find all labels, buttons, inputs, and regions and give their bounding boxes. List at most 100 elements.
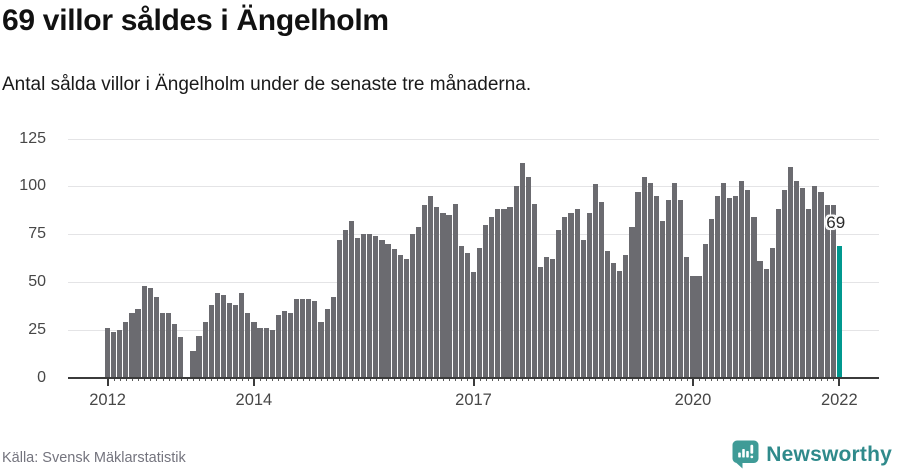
bar	[440, 213, 446, 378]
minor-tick	[497, 378, 499, 382]
bar	[428, 195, 434, 378]
bar	[367, 234, 373, 378]
bar	[659, 220, 666, 378]
minor-tick	[571, 378, 572, 382]
x-axis-label: 2017	[455, 390, 492, 409]
minor-tick	[217, 378, 219, 382]
bar	[696, 276, 702, 378]
bar	[275, 314, 281, 378]
bar	[775, 209, 781, 378]
bar	[361, 234, 367, 378]
minor-tick	[363, 378, 365, 382]
bar	[178, 337, 184, 378]
bar	[294, 299, 300, 378]
bar-value-label: 69	[826, 212, 846, 232]
minor-tick	[814, 378, 816, 382]
newsworthy-logo: Newsworthy	[732, 440, 892, 469]
minor-tick	[540, 378, 542, 382]
bar	[605, 251, 611, 378]
minor-tick	[680, 378, 682, 382]
bar	[336, 239, 342, 378]
bar	[324, 308, 330, 378]
bar	[574, 209, 580, 378]
y-axis-label: 100	[19, 177, 46, 195]
minor-tick	[119, 378, 121, 382]
bar	[507, 207, 513, 378]
bar	[141, 285, 147, 378]
x-axis-label: 2022	[820, 390, 858, 409]
minor-tick	[808, 378, 810, 382]
bar	[269, 329, 275, 378]
minor-tick	[132, 378, 133, 382]
minor-tick	[650, 378, 652, 382]
highlight-bar	[836, 245, 842, 378]
minor-tick	[662, 378, 664, 382]
bar	[720, 182, 727, 378]
minor-tick	[461, 378, 463, 382]
bar	[580, 239, 586, 378]
bar	[312, 301, 318, 378]
minor-tick	[278, 378, 280, 382]
bar	[787, 167, 794, 378]
bar	[489, 216, 495, 378]
minor-tick	[564, 378, 566, 382]
minor-tick	[345, 378, 347, 382]
bar	[733, 195, 739, 378]
bar	[684, 257, 690, 378]
bar	[257, 327, 263, 378]
bar	[635, 192, 641, 378]
bar	[726, 197, 733, 378]
bar	[513, 186, 519, 378]
minor-tick	[266, 378, 268, 382]
bar	[220, 295, 227, 378]
minor-tick	[522, 378, 524, 382]
bar	[702, 243, 708, 378]
bar	[690, 276, 696, 378]
minor-tick	[668, 378, 670, 382]
minor-tick	[644, 378, 646, 382]
x-axis-line	[68, 376, 879, 379]
minor-tick	[735, 378, 737, 382]
bar	[190, 350, 196, 378]
minor-tick	[180, 378, 182, 382]
bar	[781, 190, 787, 378]
bar	[409, 234, 416, 378]
minor-tick	[430, 378, 432, 382]
bar	[318, 322, 324, 378]
minor-tick	[327, 378, 329, 382]
minor-tick	[357, 378, 359, 382]
major-tick	[252, 378, 255, 386]
bar	[251, 322, 257, 378]
bar	[226, 303, 233, 378]
newsworthy-wordmark: Newsworthy	[766, 442, 892, 466]
bar	[562, 216, 568, 378]
minor-tick	[790, 378, 792, 382]
minor-tick	[528, 378, 530, 382]
minor-tick	[796, 378, 798, 382]
minor-tick	[467, 378, 469, 382]
bar	[214, 293, 220, 378]
source-note: Källa: Svensk Mäklarstatistik	[2, 450, 186, 466]
minor-tick	[229, 378, 231, 382]
major-tick	[472, 378, 475, 386]
minor-tick	[753, 378, 755, 382]
minor-tick	[729, 378, 731, 382]
minor-tick	[443, 378, 444, 382]
bar	[422, 205, 428, 378]
minor-tick	[412, 378, 414, 382]
gridline	[68, 234, 879, 236]
minor-tick	[138, 378, 140, 382]
bar	[629, 226, 635, 378]
bar	[415, 226, 422, 378]
bar	[763, 268, 769, 378]
minor-tick	[589, 378, 591, 382]
minor-tick	[760, 378, 761, 382]
minor-tick	[595, 378, 597, 382]
minor-tick	[235, 378, 237, 382]
bar	[592, 184, 598, 378]
bar	[233, 304, 239, 378]
bar	[129, 312, 135, 378]
bar	[281, 310, 288, 378]
bar	[464, 253, 470, 378]
minor-tick	[284, 378, 286, 382]
